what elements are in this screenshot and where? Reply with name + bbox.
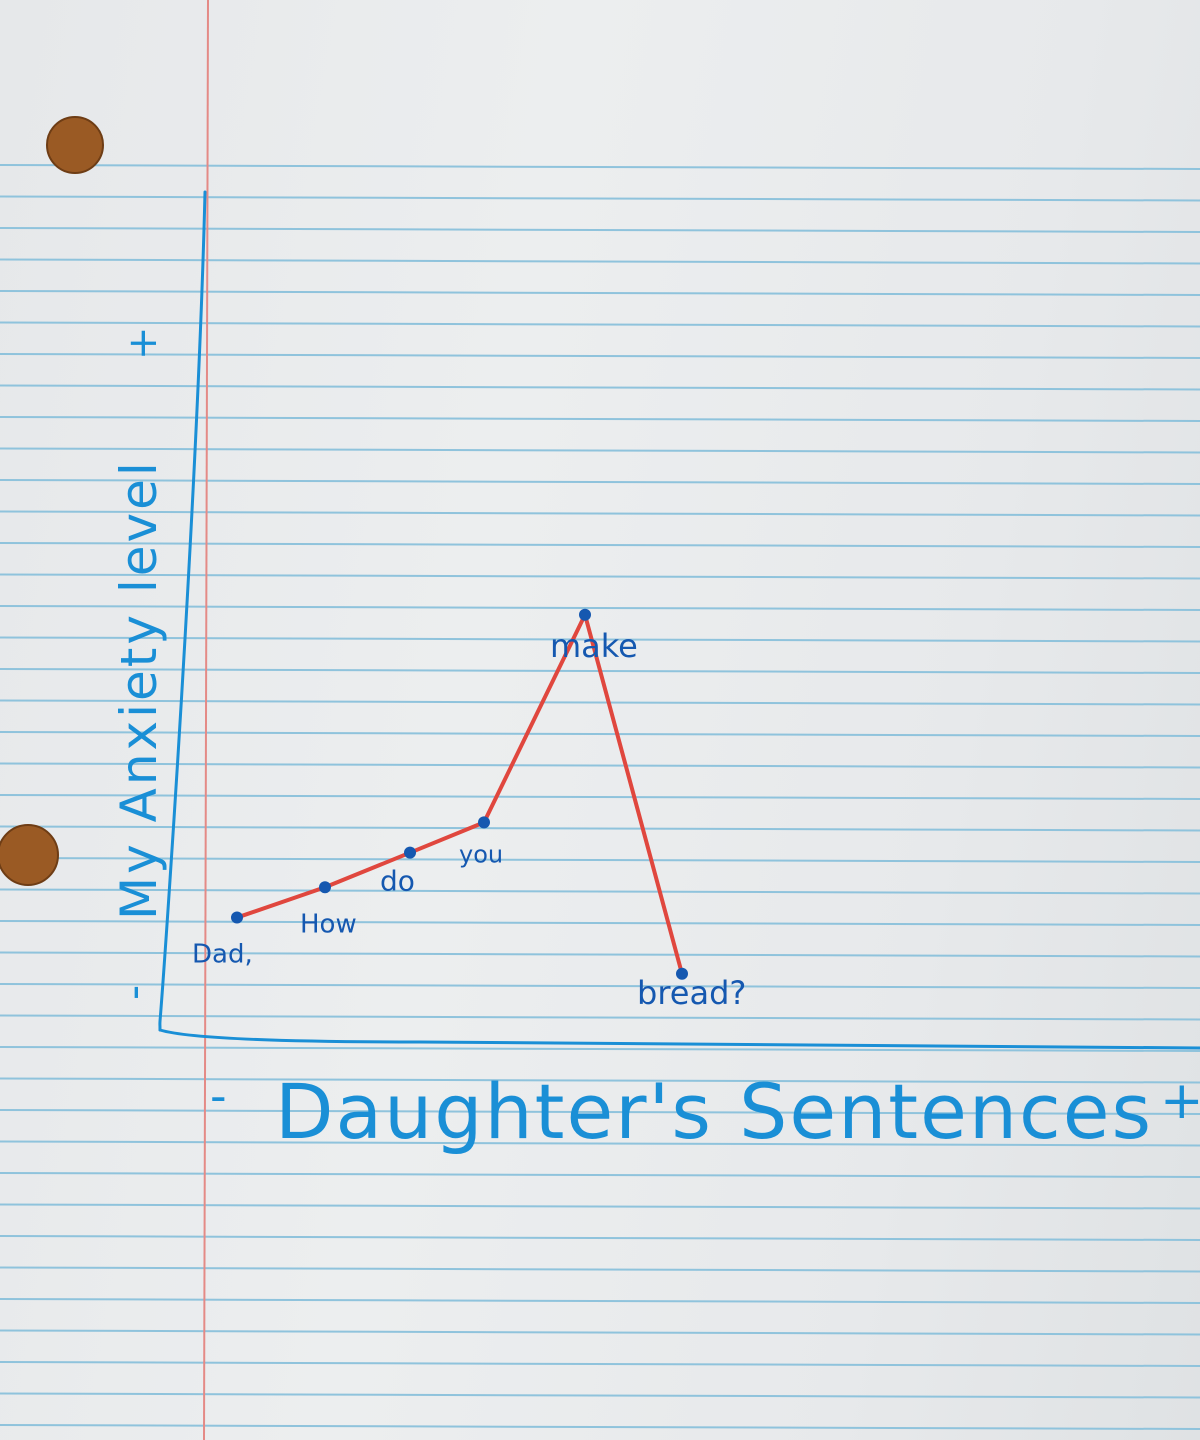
ruled-line: [0, 731, 1200, 737]
word-label: make: [550, 627, 638, 665]
ruled-line: [0, 479, 1200, 485]
ruled-line: [0, 636, 1200, 643]
ruled-line: [0, 195, 1200, 202]
ruled-line: [0, 1329, 1200, 1336]
ruled-line: [0, 605, 1200, 611]
ruled-line: [0, 825, 1200, 832]
ruled-line: [0, 1014, 1200, 1021]
ruled-line: [0, 920, 1200, 926]
ruled-line: [0, 164, 1200, 170]
ruled-line: [0, 951, 1200, 958]
data-point: [676, 967, 688, 980]
margin-line: [203, 0, 209, 1440]
x-axis-plus-label: +: [1160, 1071, 1200, 1131]
y-axis: [158, 190, 207, 1032]
ruled-line: [0, 1298, 1200, 1304]
data-point: [231, 911, 243, 924]
ruled-line: [0, 573, 1200, 580]
data-point: [579, 608, 591, 621]
punch-hole-bottom: [0, 824, 59, 886]
ruled-line: [0, 1235, 1200, 1241]
y-axis-plus-label: +: [120, 326, 166, 360]
data-point: [478, 816, 490, 829]
ruled-line: [0, 1172, 1200, 1178]
y-axis-title: My Anxiety level: [110, 459, 168, 920]
y-axis-minus-label: -: [109, 985, 158, 1000]
x-axis-title: Daughter's Sentences: [275, 1067, 1153, 1156]
data-point: [404, 846, 416, 859]
data-point: [319, 881, 331, 894]
ruled-line: [0, 1203, 1200, 1210]
ruled-line: [0, 983, 1200, 989]
ruled-line: [0, 857, 1200, 863]
ruled-line: [0, 416, 1200, 422]
ruled-line: [0, 1266, 1200, 1273]
ruled-line: [0, 1077, 1200, 1084]
ruled-line: [0, 1109, 1200, 1115]
word-label: you: [459, 840, 503, 868]
ruled-line: [0, 762, 1200, 769]
x-axis-minus-label: -: [210, 1069, 227, 1123]
data-points: [231, 608, 688, 980]
ruled-line: [0, 699, 1200, 706]
ruled-line: [0, 542, 1200, 548]
x-axis: [158, 1028, 1200, 1050]
ruled-line: [0, 888, 1200, 895]
ruled-line: [0, 1424, 1200, 1430]
ruled-line: [0, 510, 1200, 517]
ruled-line: [0, 384, 1200, 391]
ruled-line: [0, 290, 1200, 296]
ruled-line: [0, 1046, 1200, 1052]
ruled-line: [0, 447, 1200, 454]
ruled-line: [0, 794, 1200, 800]
anxiety-series-line: [235, 612, 684, 976]
ruled-line: [0, 227, 1200, 233]
ruled-line: [0, 1140, 1200, 1147]
word-label: do: [380, 865, 415, 898]
ruled-line: [0, 1361, 1200, 1367]
ruled-line: [0, 1392, 1200, 1399]
word-label: Dad,: [192, 940, 253, 970]
word-label: bread?: [637, 974, 746, 1012]
word-label: How: [300, 909, 357, 939]
punch-hole-top: [46, 116, 104, 174]
ruled-line: [0, 258, 1200, 265]
